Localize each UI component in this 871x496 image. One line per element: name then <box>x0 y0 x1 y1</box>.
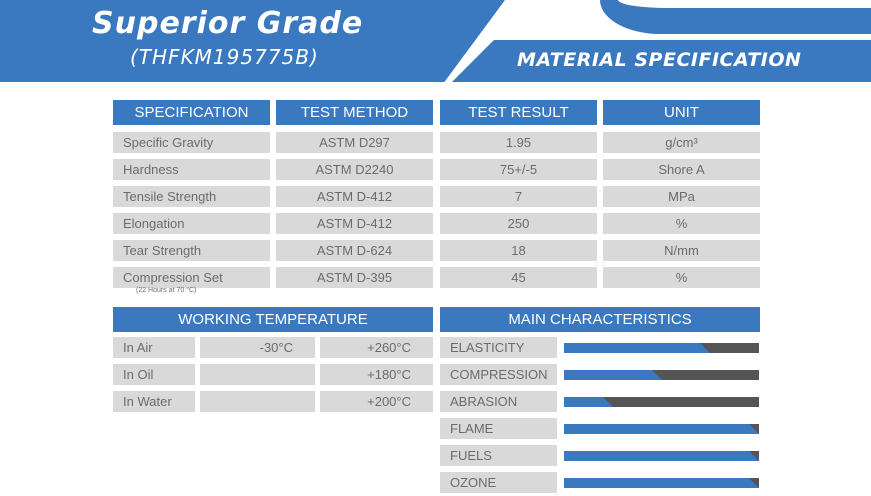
spec-cell-unit: Shore A <box>603 159 760 180</box>
temperature-cell-max: +180°C <box>320 364 433 385</box>
col-header-test-result: TEST RESULT <box>440 100 597 125</box>
spec-cell-result: 1.95 <box>440 132 597 153</box>
spec-cell-method: ASTM D-624 <box>276 240 433 261</box>
characteristic-label: OZONE <box>440 472 557 493</box>
section-banner <box>452 40 871 82</box>
characteristic-bar-fill <box>564 397 613 407</box>
temperature-cell-min: -30°C <box>200 337 315 358</box>
product-code: (THFKM195775B) <box>130 45 319 69</box>
spec-cell-unit: N/mm <box>603 240 760 261</box>
spec-cell-method: ASTM D-395 <box>276 267 433 288</box>
spec-cell-method: ASTM D297 <box>276 132 433 153</box>
temperature-cell-max: +260°C <box>320 337 433 358</box>
spec-cell-result: 250 <box>440 213 597 234</box>
section-title: MATERIAL SPECIFICATION <box>517 49 802 71</box>
col-header-specification: SPECIFICATION <box>113 100 270 125</box>
working-temperature-header: WORKING TEMPERATURE <box>113 307 433 332</box>
spec-cell-result: 75+/-5 <box>440 159 597 180</box>
product-title: Superior Grade <box>92 6 364 41</box>
col-header-test-method: TEST METHOD <box>276 100 433 125</box>
characteristic-bar-fill <box>564 478 759 488</box>
spec-cell-spec: Tear Strength <box>113 240 270 261</box>
spec-cell-unit: % <box>603 213 760 234</box>
spec-cell-unit: g/cm³ <box>603 132 760 153</box>
temperature-cell-max: +200°C <box>320 391 433 412</box>
spec-cell-spec: Elongation <box>113 213 270 234</box>
characteristic-bar-fill <box>564 451 759 461</box>
characteristic-bar-fill <box>564 370 662 380</box>
decorative-swoosh-highlight <box>618 0 871 8</box>
title-banner <box>0 0 505 82</box>
temperature-cell-label: In Air <box>113 337 195 358</box>
temperature-cell-min <box>200 364 315 385</box>
characteristic-label: FUELS <box>440 445 557 466</box>
characteristic-label: COMPRESSION <box>440 364 557 385</box>
characteristic-bar-fill <box>564 424 759 434</box>
temperature-cell-min <box>200 391 315 412</box>
spec-cell-result: 45 <box>440 267 597 288</box>
main-characteristics-header: MAIN CHARACTERISTICS <box>440 307 760 332</box>
characteristic-label: FLAME <box>440 418 557 439</box>
spec-cell-result: 18 <box>440 240 597 261</box>
spec-cell-unit: MPa <box>603 186 760 207</box>
spec-cell-method: ASTM D-412 <box>276 213 433 234</box>
spec-cell-method: ASTM D2240 <box>276 159 433 180</box>
characteristic-bar-track <box>564 370 759 380</box>
spec-cell-spec: Tensile Strength <box>113 186 270 207</box>
characteristic-label: ABRASION <box>440 391 557 412</box>
characteristic-label: ELASTICITY <box>440 337 557 358</box>
characteristic-bar-track <box>564 397 759 407</box>
temperature-cell-label: In Water <box>113 391 195 412</box>
col-header-unit: UNIT <box>603 100 760 125</box>
compression-note: (22 Hours at 70 °C) <box>136 287 197 294</box>
characteristic-bar-fill <box>564 343 710 353</box>
temperature-cell-label: In Oil <box>113 364 195 385</box>
spec-cell-method: ASTM D-412 <box>276 186 433 207</box>
spec-cell-spec: Hardness <box>113 159 270 180</box>
spec-cell-spec: Compression Set <box>113 267 270 288</box>
spec-cell-unit: % <box>603 267 760 288</box>
spec-cell-spec: Specific Gravity <box>113 132 270 153</box>
spec-cell-result: 7 <box>440 186 597 207</box>
